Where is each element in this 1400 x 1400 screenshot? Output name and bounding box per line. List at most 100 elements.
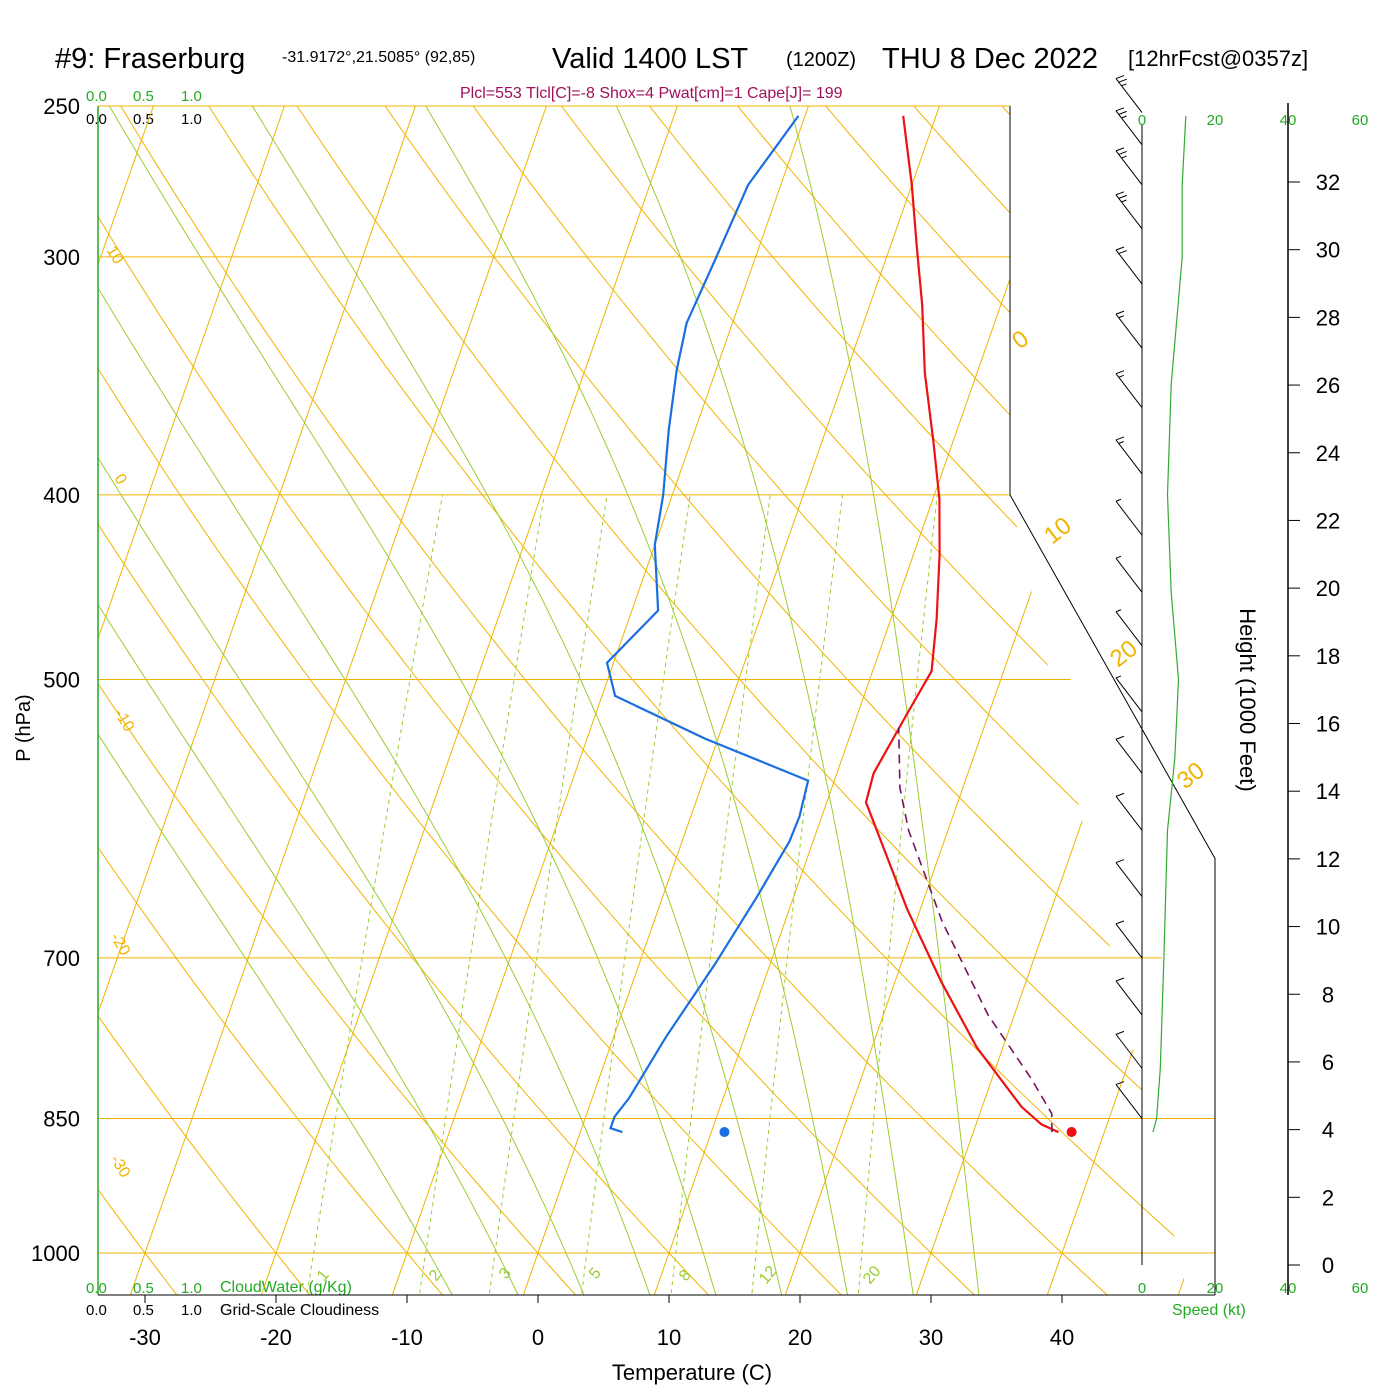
moist-adiabat-line <box>98 106 457 1302</box>
wind-barb-staff <box>1115 923 1143 959</box>
wind-barb <box>1115 75 1143 113</box>
height-tick-label: 14 <box>1316 779 1340 804</box>
wind-barb-flag <box>1118 78 1127 83</box>
chart-title-forecast: [12hrFcst@0357z] <box>1128 46 1308 71</box>
right-frame-line <box>1009 106 1216 1295</box>
height-tick-label: 6 <box>1322 1050 1334 1075</box>
pressure-tick-label: 1000 <box>31 1241 80 1266</box>
moist-adiabat-line <box>98 106 588 1302</box>
dry-adiabat-line <box>560 106 1215 1302</box>
isotherm-line <box>391 106 816 1296</box>
height-tick-label: 32 <box>1316 170 1340 195</box>
temperature-tick-label: -30 <box>129 1325 161 1350</box>
cloudwater-tick-top: 0.5 <box>133 88 154 105</box>
wind-barb <box>1115 1030 1143 1069</box>
wind-barb <box>1115 735 1143 774</box>
speed-tick-top: 60 <box>1352 112 1369 129</box>
wind-barb-staff <box>1115 313 1143 349</box>
wind-barb-flag <box>1118 250 1127 255</box>
wind-barb <box>1115 792 1143 831</box>
speed-tick-bottom: 0 <box>1138 1280 1146 1297</box>
wind-barb-flag <box>1118 110 1127 115</box>
wind-barb-flag <box>1115 1081 1125 1086</box>
wind-barb-staff <box>1115 1034 1143 1069</box>
isotherm-line <box>260 106 685 1296</box>
wind-barb-staff <box>1115 677 1143 713</box>
cloudiness-tick-bottom: 0.0 <box>86 1302 107 1319</box>
wind-barb-half <box>1121 199 1127 203</box>
wind-barb-flag <box>1115 147 1125 152</box>
wind-barb <box>1115 436 1143 475</box>
wind-barb-flag <box>1115 436 1125 441</box>
speed-tick-top: 20 <box>1207 112 1224 129</box>
wind-barb-staff <box>1115 1084 1143 1119</box>
cloudwater-tick-bottom: 1.0 <box>181 1280 202 1297</box>
cloudwater-tick-top: 0.0 <box>86 88 107 105</box>
wind-barb-staff <box>1115 194 1143 230</box>
cloudwater-tick-top: 1.0 <box>181 88 202 105</box>
cloudwater-tick-bottom: 0.0 <box>86 1280 107 1297</box>
dry-adiabat-line <box>98 106 982 1302</box>
dewpoint-line <box>605 115 810 1134</box>
wind-barb <box>1115 977 1143 1016</box>
moist-adiabat-line <box>615 106 915 1302</box>
isotherm-line <box>522 106 947 1296</box>
wind-barb <box>1115 370 1143 409</box>
wind-barb <box>1115 498 1143 536</box>
wind-barb-staff <box>1115 249 1143 285</box>
mixing-ratio-label: 2 <box>426 1267 445 1285</box>
moist-adiabat-line <box>98 106 653 1302</box>
wind-barb-flag <box>1115 75 1125 80</box>
pressure-tick-label: 500 <box>43 668 80 693</box>
cloudwater-label: CloudWater (g/Kg) <box>220 1279 352 1296</box>
mixing-ratio-line <box>669 494 771 1302</box>
mixing-ratio-line <box>305 494 444 1302</box>
wind-barb-half <box>1115 609 1122 613</box>
speed-axis-label: Speed (kt) <box>1172 1302 1246 1319</box>
wind-barb-flag <box>1118 150 1127 155</box>
isotherm-line <box>98 106 292 1296</box>
cloudiness-tick-top: 0.5 <box>133 111 154 128</box>
height-tick-label: 0 <box>1322 1253 1334 1278</box>
pressure-tick-label: 250 <box>43 94 80 119</box>
cloudiness-tick-bottom: 1.0 <box>181 1302 202 1319</box>
wind-barb-staff <box>1115 150 1143 186</box>
wind-speed-line <box>1152 115 1187 1133</box>
wind-barb-staff <box>1115 500 1143 536</box>
wind-barb <box>1115 609 1143 647</box>
dry-adiabat-line <box>98 106 316 1302</box>
wind-barb <box>1115 675 1143 713</box>
mixing-ratio-line <box>580 494 691 1302</box>
height-tick-label: 16 <box>1316 712 1340 737</box>
chart-title-date: THU 8 Dec 2022 <box>882 43 1098 75</box>
wind-barb-half <box>1121 155 1127 159</box>
chart-title-station: #9: Fraserburg <box>55 43 245 75</box>
wind-barb-staff <box>1115 796 1143 831</box>
wind-barb-flag <box>1115 977 1125 982</box>
wind-barb <box>1115 107 1143 146</box>
wind-barb-flag <box>1115 735 1125 740</box>
mixing-ratio-line <box>418 494 545 1302</box>
wind-barb <box>1115 920 1143 959</box>
isotherm-label: -10 <box>111 706 138 735</box>
wind-barb <box>1115 191 1143 230</box>
wind-barb-staff <box>1115 110 1143 146</box>
wind-barb-staff <box>1115 78 1143 113</box>
dry-adiabat-line <box>98 106 849 1302</box>
moist-adiabat-line <box>425 106 850 1302</box>
mixing-ratio-line <box>857 494 938 1302</box>
cloudiness-tick-top: 1.0 <box>181 111 202 128</box>
mixing-ratio-label: 3 <box>496 1265 515 1283</box>
isotherm-line <box>653 106 1078 1296</box>
moist-adiabat-line <box>251 106 784 1302</box>
isotherm-label: 0 <box>1007 325 1034 355</box>
wind-barb-half <box>1118 441 1124 444</box>
dry-adiabat-line <box>296 106 1215 1302</box>
indices-text: Plcl=553 Tlcl[C]=-8 Shox=4 Pwat[cm]=1 Ca… <box>460 85 843 102</box>
pressure-tick-label: 400 <box>43 483 80 508</box>
height-tick-label: 26 <box>1316 373 1340 398</box>
wind-barb <box>1115 1081 1143 1119</box>
wind-barb-flag <box>1115 370 1125 375</box>
height-tick-label: 24 <box>1316 441 1340 466</box>
temperature-line <box>864 115 1059 1134</box>
